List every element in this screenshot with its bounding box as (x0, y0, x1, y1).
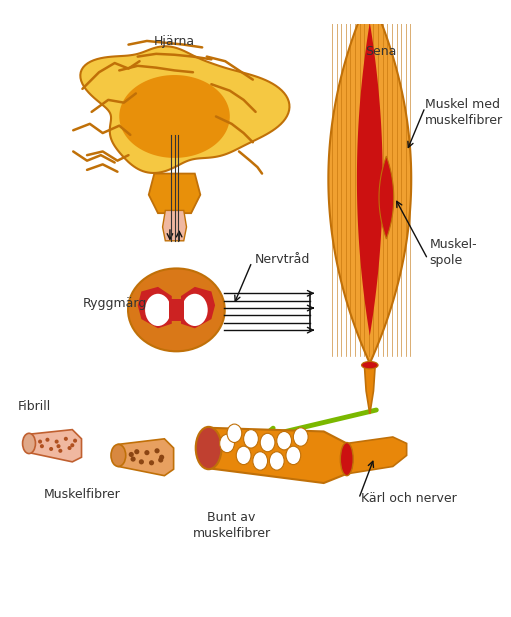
Ellipse shape (220, 434, 235, 453)
Circle shape (158, 457, 164, 463)
Circle shape (38, 439, 42, 444)
Polygon shape (162, 210, 187, 241)
Circle shape (71, 443, 74, 447)
Text: Hjärna: Hjärna (154, 35, 195, 48)
Circle shape (45, 437, 50, 442)
Circle shape (171, 304, 182, 315)
Ellipse shape (111, 444, 126, 466)
Polygon shape (80, 46, 289, 173)
Polygon shape (357, 23, 383, 336)
Circle shape (55, 439, 59, 444)
Ellipse shape (361, 362, 378, 369)
Text: Ryggmärg: Ryggmärg (82, 297, 147, 310)
Text: Nervtråd: Nervtråd (254, 253, 310, 266)
Ellipse shape (236, 446, 251, 465)
Ellipse shape (277, 431, 291, 450)
Polygon shape (29, 429, 82, 462)
Ellipse shape (260, 433, 275, 452)
Circle shape (58, 449, 62, 453)
Polygon shape (379, 156, 394, 239)
Circle shape (67, 446, 72, 450)
Ellipse shape (182, 294, 207, 326)
Ellipse shape (227, 424, 242, 442)
Text: Kärl och nerver: Kärl och nerver (361, 492, 456, 505)
Circle shape (40, 444, 44, 448)
Text: Muskel med
muskelfibrer: Muskel med muskelfibrer (425, 98, 503, 127)
Polygon shape (364, 363, 375, 414)
Polygon shape (208, 428, 347, 483)
Circle shape (149, 460, 154, 465)
Polygon shape (181, 287, 215, 328)
Polygon shape (347, 437, 407, 474)
Ellipse shape (244, 429, 259, 448)
Circle shape (130, 457, 136, 462)
Polygon shape (137, 287, 172, 328)
Circle shape (139, 459, 144, 465)
Circle shape (64, 437, 68, 441)
Circle shape (144, 450, 150, 455)
Circle shape (154, 448, 159, 453)
Text: Bunt av
muskelfibrer: Bunt av muskelfibrer (193, 511, 271, 540)
Ellipse shape (340, 442, 353, 476)
Polygon shape (119, 439, 174, 476)
Ellipse shape (196, 427, 221, 469)
Ellipse shape (253, 452, 268, 470)
Ellipse shape (269, 452, 284, 470)
Ellipse shape (128, 268, 225, 351)
Circle shape (49, 447, 53, 451)
Text: Muskel-
spole: Muskel- spole (430, 238, 477, 267)
Text: Fibrill: Fibrill (18, 400, 51, 413)
Ellipse shape (293, 428, 308, 446)
Circle shape (159, 455, 164, 460)
Circle shape (129, 452, 134, 457)
Circle shape (73, 439, 77, 442)
Text: Muskelfibrer: Muskelfibrer (44, 487, 121, 500)
Circle shape (134, 449, 140, 454)
Polygon shape (329, 0, 411, 363)
Polygon shape (149, 173, 200, 213)
Ellipse shape (145, 294, 171, 326)
Text: Sena: Sena (365, 44, 397, 57)
Polygon shape (169, 299, 184, 321)
Circle shape (57, 444, 60, 448)
Polygon shape (119, 75, 230, 158)
Ellipse shape (22, 433, 35, 453)
Ellipse shape (286, 446, 300, 465)
